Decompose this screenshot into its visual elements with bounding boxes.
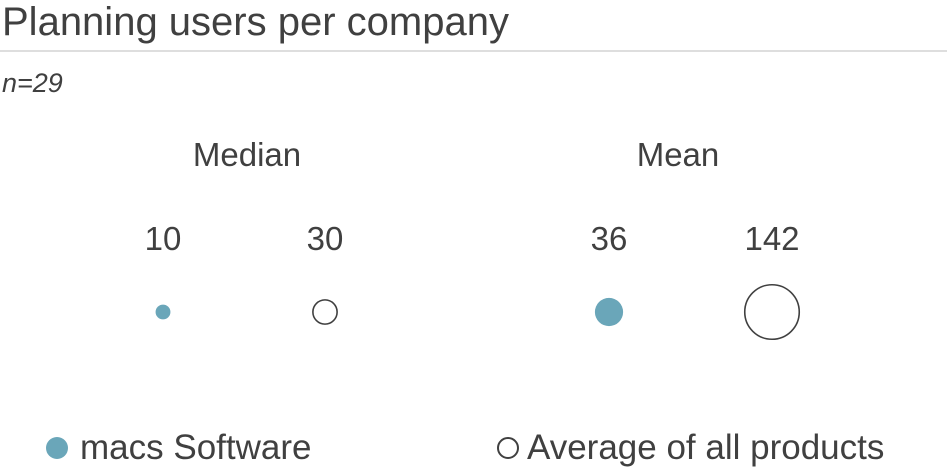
legend-marker-average — [497, 437, 519, 459]
title-divider — [0, 50, 947, 52]
value-label-mean-average: 142 — [744, 220, 800, 257]
sample-size-label: n=29 — [2, 68, 63, 98]
value-label-median-average: 30 — [306, 220, 344, 257]
value-label-mean-macs: 36 — [590, 220, 628, 257]
group-label-median: Median — [192, 136, 302, 173]
bubble-mean-macs — [594, 297, 624, 327]
group-label-mean: Mean — [636, 136, 720, 173]
chart-title: Planning users per company — [2, 0, 509, 44]
bubble-median-average — [312, 299, 338, 325]
legend-label-average: Average of all products — [527, 428, 885, 467]
value-label-median-macs: 10 — [144, 220, 182, 257]
legend-marker-macs — [46, 437, 68, 459]
bubble-median-macs — [155, 304, 171, 320]
legend-label-macs: macs Software — [80, 428, 312, 467]
bubble-mean-average — [743, 283, 801, 341]
legend-item-macs: macs Software — [46, 428, 311, 468]
legend-item-average: Average of all products — [497, 428, 884, 468]
